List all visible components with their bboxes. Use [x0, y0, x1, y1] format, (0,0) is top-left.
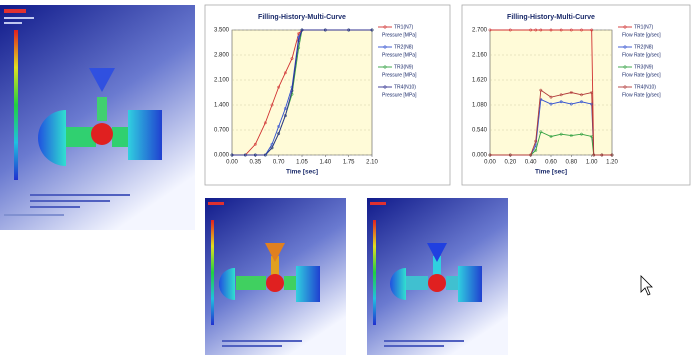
legend-label: TR1(N7) — [634, 24, 654, 30]
y-tick-label: 0.000 — [472, 153, 488, 159]
legend-label: TR3(N9) — [394, 64, 414, 70]
legend-label: TR2(N8) — [394, 44, 414, 50]
legend-label: TR3(N9) — [634, 64, 654, 70]
x-tick-label: 1.00 — [586, 160, 598, 166]
legend-label: TR4(N10) — [634, 84, 656, 90]
screen: Filling-History-Multi-Curve Time [sec] 0.0… — [0, 0, 691, 356]
plot-area — [232, 30, 372, 155]
legend-unit: Pressure [MPa] — [382, 72, 417, 78]
legend-label: TR1(N7) — [394, 24, 414, 30]
legend-unit: Pressure [MPa] — [382, 32, 417, 38]
x-tick-label: 1.40 — [319, 160, 331, 166]
x-tick-label: 0.70 — [273, 160, 285, 166]
legend-unit: Flow Rate [g/sec] — [622, 32, 661, 38]
chart-title: Filling-History-Multi-Curve — [507, 14, 595, 21]
x-tick-label: 0.00 — [484, 160, 496, 166]
legend-unit: Flow Rate [g/sec] — [622, 92, 661, 98]
render-panel — [367, 198, 508, 355]
y-tick-label: 1.400 — [214, 103, 230, 109]
x-tick-label: 1.75 — [343, 160, 355, 166]
x-tick-label: 1.20 — [606, 160, 618, 166]
chart: Filling-History-Multi-Curve Time [sec] 0.0… — [205, 5, 450, 185]
y-tick-label: 0.700 — [214, 128, 230, 134]
y-tick-label: 2.800 — [214, 53, 230, 59]
x-tick-label: 0.40 — [525, 160, 537, 166]
page: {"charts": [ {"type": "line", "title": "… — [0, 0, 691, 356]
y-tick-label: 2.100 — [214, 78, 230, 84]
legend-unit: Pressure [MPa] — [382, 52, 417, 58]
x-tick-label: 2.10 — [366, 160, 378, 166]
mouse-cursor — [641, 276, 652, 295]
x-tick-label: 0.35 — [249, 160, 261, 166]
x-tick-label: 0.20 — [504, 160, 516, 166]
chart: Filling-History-Multi-Curve Time [sec] 0.0… — [462, 5, 690, 185]
y-tick-label: 0.000 — [214, 153, 230, 159]
legend-unit: Pressure [MPa] — [382, 92, 417, 98]
y-tick-label: 1.620 — [472, 78, 488, 84]
x-axis-label: Time [sec] — [286, 169, 318, 176]
x-tick-label: 0.60 — [545, 160, 557, 166]
legend-label: TR2(N8) — [634, 44, 654, 50]
y-tick-label: 1.080 — [472, 103, 488, 109]
chart-title: Filling-History-Multi-Curve — [258, 14, 346, 21]
x-tick-label: 0.00 — [226, 160, 238, 166]
x-tick-label: 1.05 — [296, 160, 308, 166]
legend-unit: Flow Rate [g/sec] — [622, 52, 661, 58]
y-tick-label: 0.540 — [472, 128, 488, 134]
y-tick-label: 3.500 — [214, 28, 230, 34]
x-axis-label: Time [sec] — [535, 169, 567, 176]
legend-label: TR4(N10) — [394, 84, 416, 90]
legend-unit: Flow Rate [g/sec] — [622, 72, 661, 78]
y-tick-label: 2.160 — [472, 53, 488, 59]
render-panel — [0, 5, 195, 230]
y-tick-label: 2.700 — [472, 28, 488, 34]
x-tick-label: 0.80 — [565, 160, 577, 166]
render-panel — [205, 198, 346, 355]
